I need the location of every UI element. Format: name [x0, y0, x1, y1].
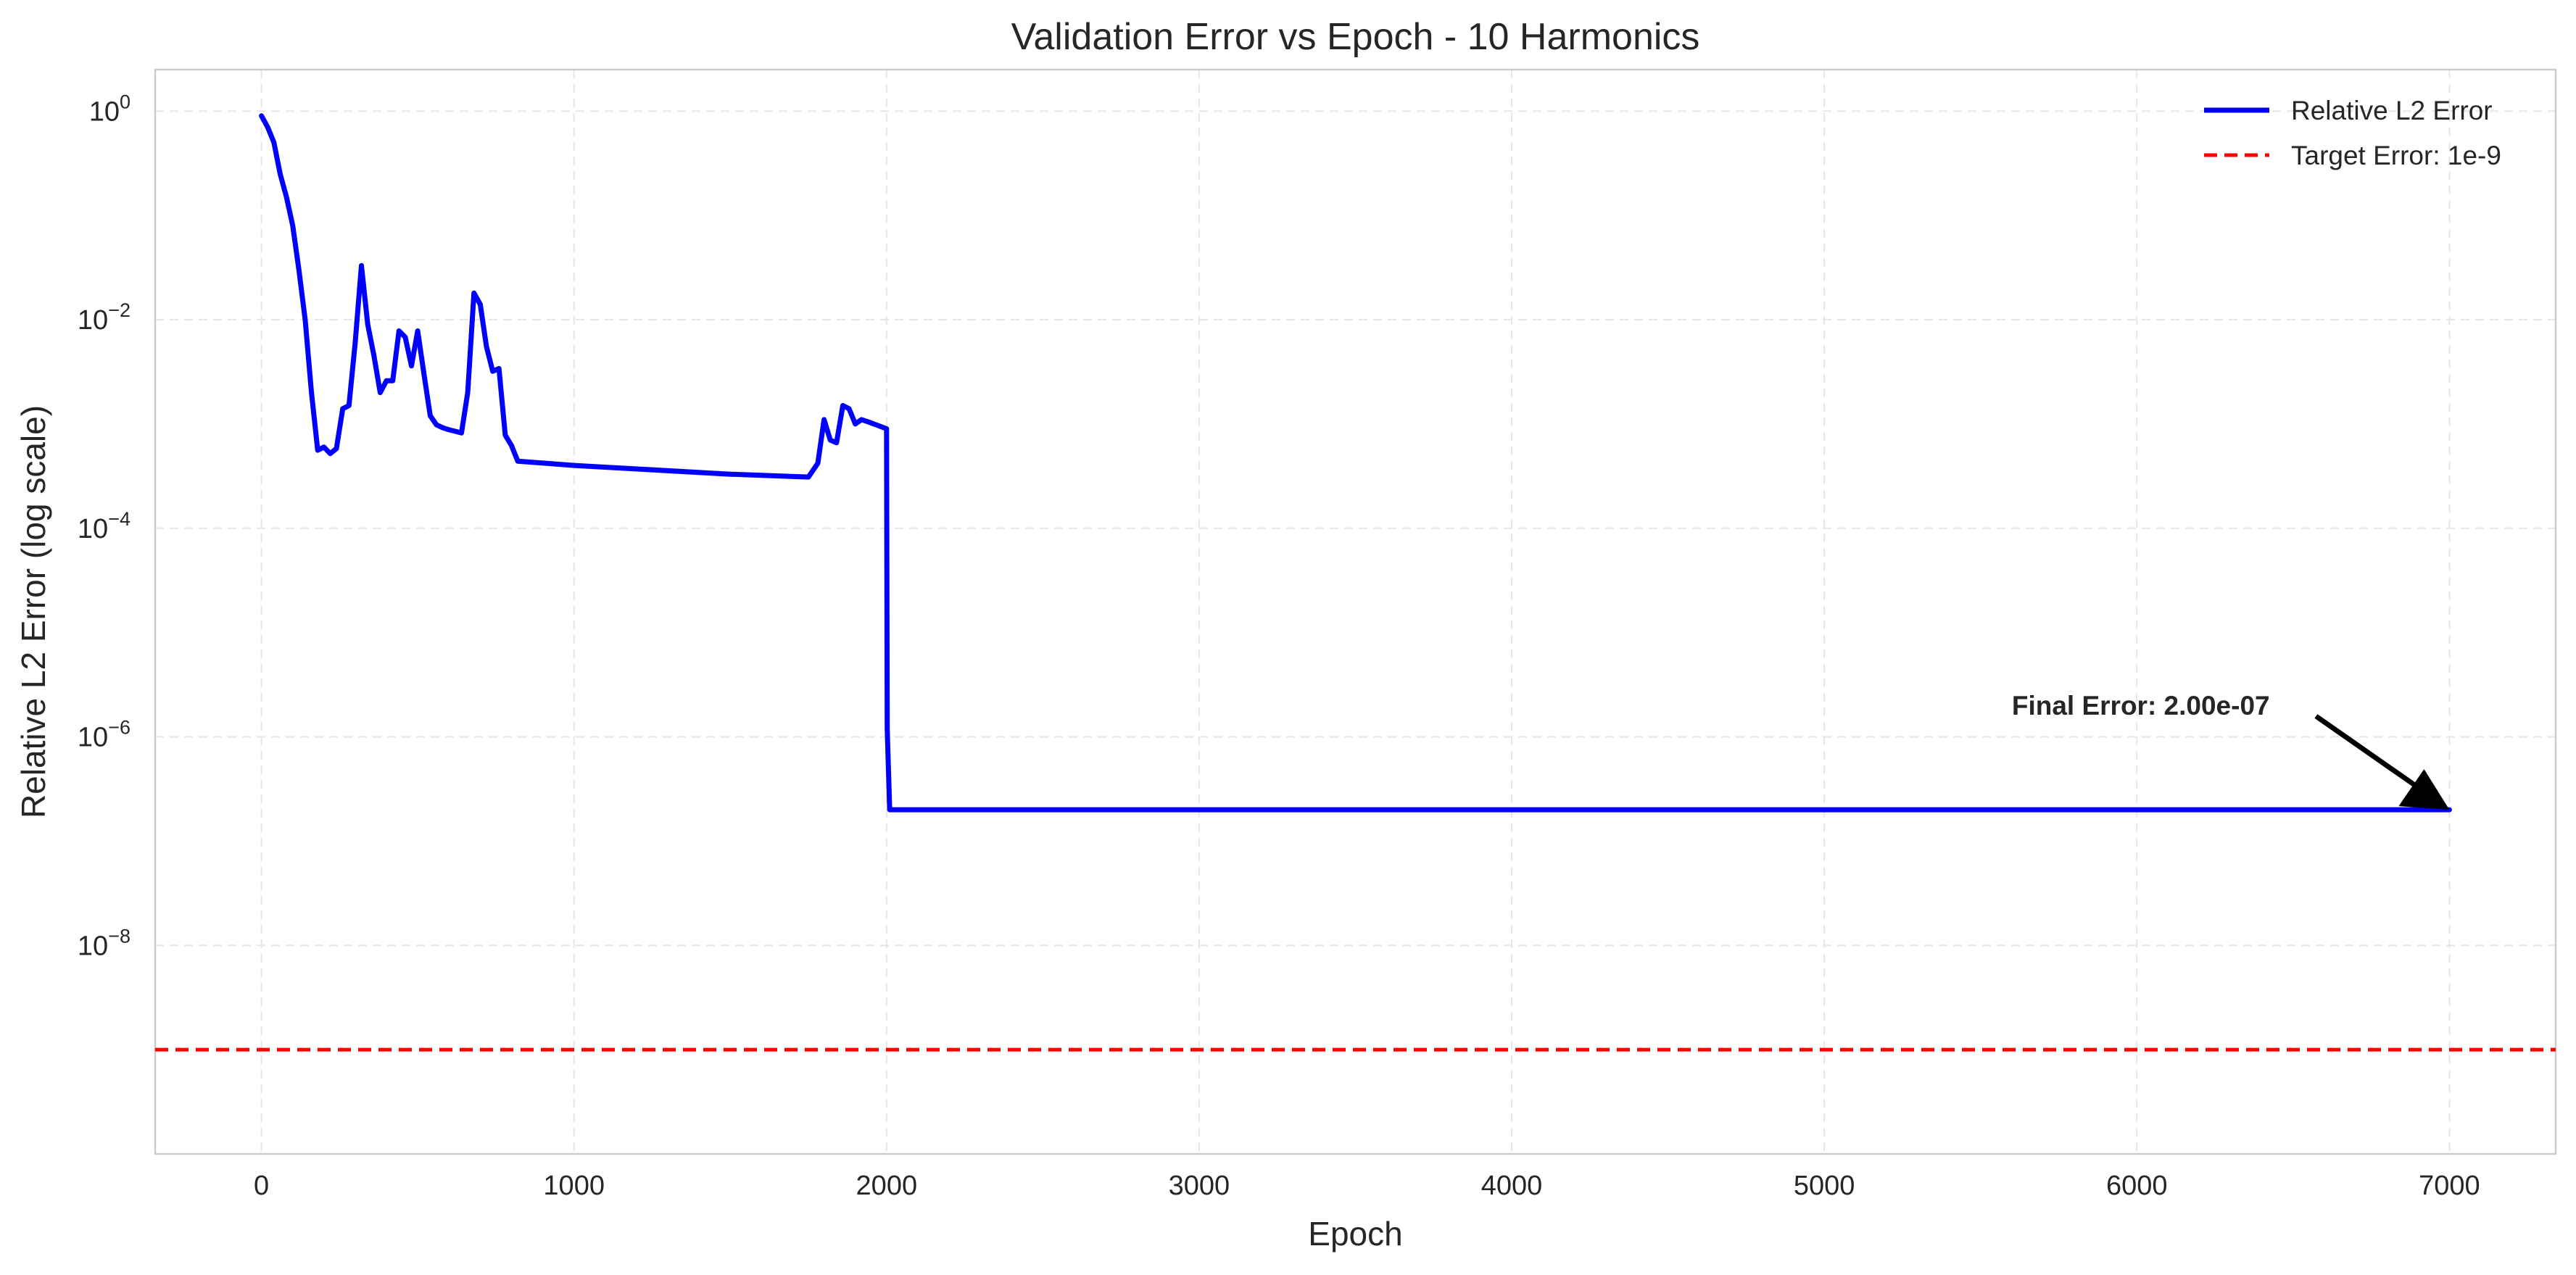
x-tick-label: 3000 [1169, 1171, 1230, 1201]
x-tick-label: 4000 [1481, 1171, 1543, 1201]
x-axis-label: Epoch [1308, 1215, 1402, 1253]
final-error-annotation: Final Error: 2.00e-07 [2012, 691, 2270, 720]
y-tick-label: 10−6 [78, 717, 131, 753]
y-tick-label: 10−8 [78, 925, 131, 961]
chart-title: Validation Error vs Epoch - 10 Harmonics [1011, 16, 1700, 58]
legend-entry-label: Relative L2 Error [2291, 96, 2493, 125]
x-tick-label: 0 [254, 1171, 269, 1201]
legend-entry-label: Target Error: 1e-9 [2291, 141, 2501, 170]
x-tick-label: 1000 [543, 1171, 605, 1201]
y-tick-label: 10−4 [78, 508, 131, 544]
y-axis-label: Relative L2 Error (log scale) [15, 405, 52, 818]
annotation-arrow-head [2398, 769, 2450, 810]
y-tick-label: 100 [89, 91, 131, 127]
grid [155, 70, 2556, 1154]
x-tick-label: 6000 [2106, 1171, 2168, 1201]
legend: Relative L2 Error Target Error: 1e-9 [2204, 96, 2501, 170]
annotation-arrow-shaft [2314, 714, 2419, 789]
axis-ticks: 0 1000 2000 3000 4000 5000 6000 7000 100 10−2 10−4… [78, 91, 2480, 1201]
x-tick-label: 7000 [2419, 1171, 2480, 1201]
series-layer [155, 113, 2556, 1052]
annotation-layer: Final Error: 2.00e-07 [2012, 691, 2450, 810]
error-series-line [259, 113, 2452, 813]
y-tick-label: 10−2 [78, 299, 131, 336]
plot-frame [154, 68, 2557, 1155]
x-tick-label: 5000 [1794, 1171, 1855, 1201]
x-tick-label: 2000 [856, 1171, 918, 1201]
